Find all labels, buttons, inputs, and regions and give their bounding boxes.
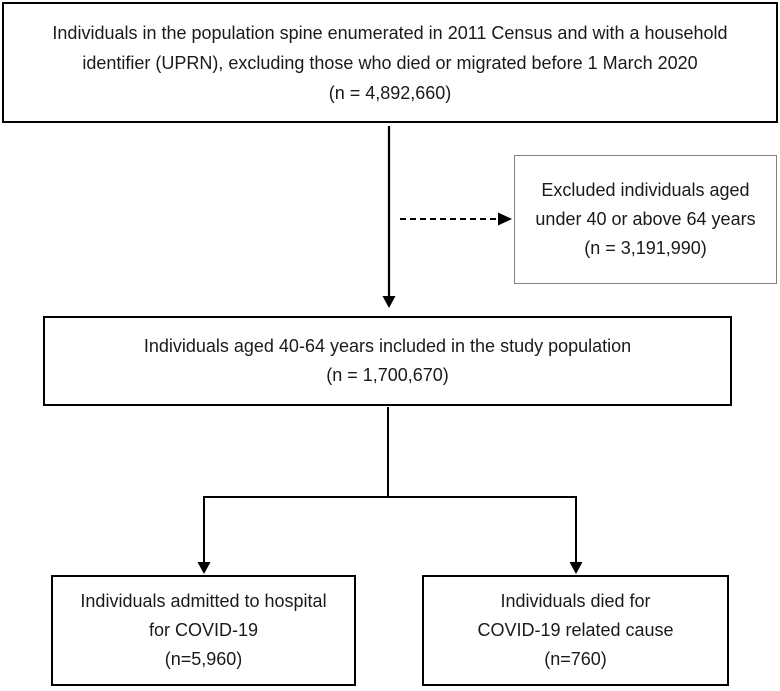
excluded-box-line-1: Excluded individuals aged [541,180,750,200]
census-box-line-2: identifier (UPRN), excluding those who d… [82,52,698,73]
excluded-box-line-2: under 40 or above 64 years [535,209,756,229]
census-population-box: Individuals in the population spine enum… [2,2,778,123]
census-box-line-1: Individuals in the population spine enum… [52,22,728,43]
arrow-census-to-study [382,126,396,308]
death-box-line-1: Individuals died for [500,591,651,611]
covid-death-box: Individuals died for COVID-19 related ca… [422,575,729,686]
arrow-to-death [569,496,583,574]
arrow-to-hospital [197,496,211,574]
excluded-box-count: (n = 3,191,990) [584,238,707,258]
study-box-line-1: Individuals aged 40-64 years included in… [143,336,632,356]
study-box-count: (n = 1,700,670) [326,365,449,385]
census-box-count: (n = 4,892,660) [328,82,452,103]
arrow-exclusion-dashed [400,212,512,226]
hospital-box-line-1: Individuals admitted to hospital [80,591,327,611]
excluded-individuals-box: Excluded individuals aged under 40 or ab… [514,155,777,284]
death-box-count: (n=760) [544,649,607,669]
study-population-box: Individuals aged 40-64 years included in… [43,316,732,406]
connector-branch [204,407,576,498]
death-box-line-2: COVID-19 related cause [477,620,674,640]
hospital-box-line-2: for COVID-19 [148,620,259,640]
hospital-box-count: (n=5,960) [164,649,243,669]
hospital-admission-box: Individuals admitted to hospital for COV… [51,575,356,686]
